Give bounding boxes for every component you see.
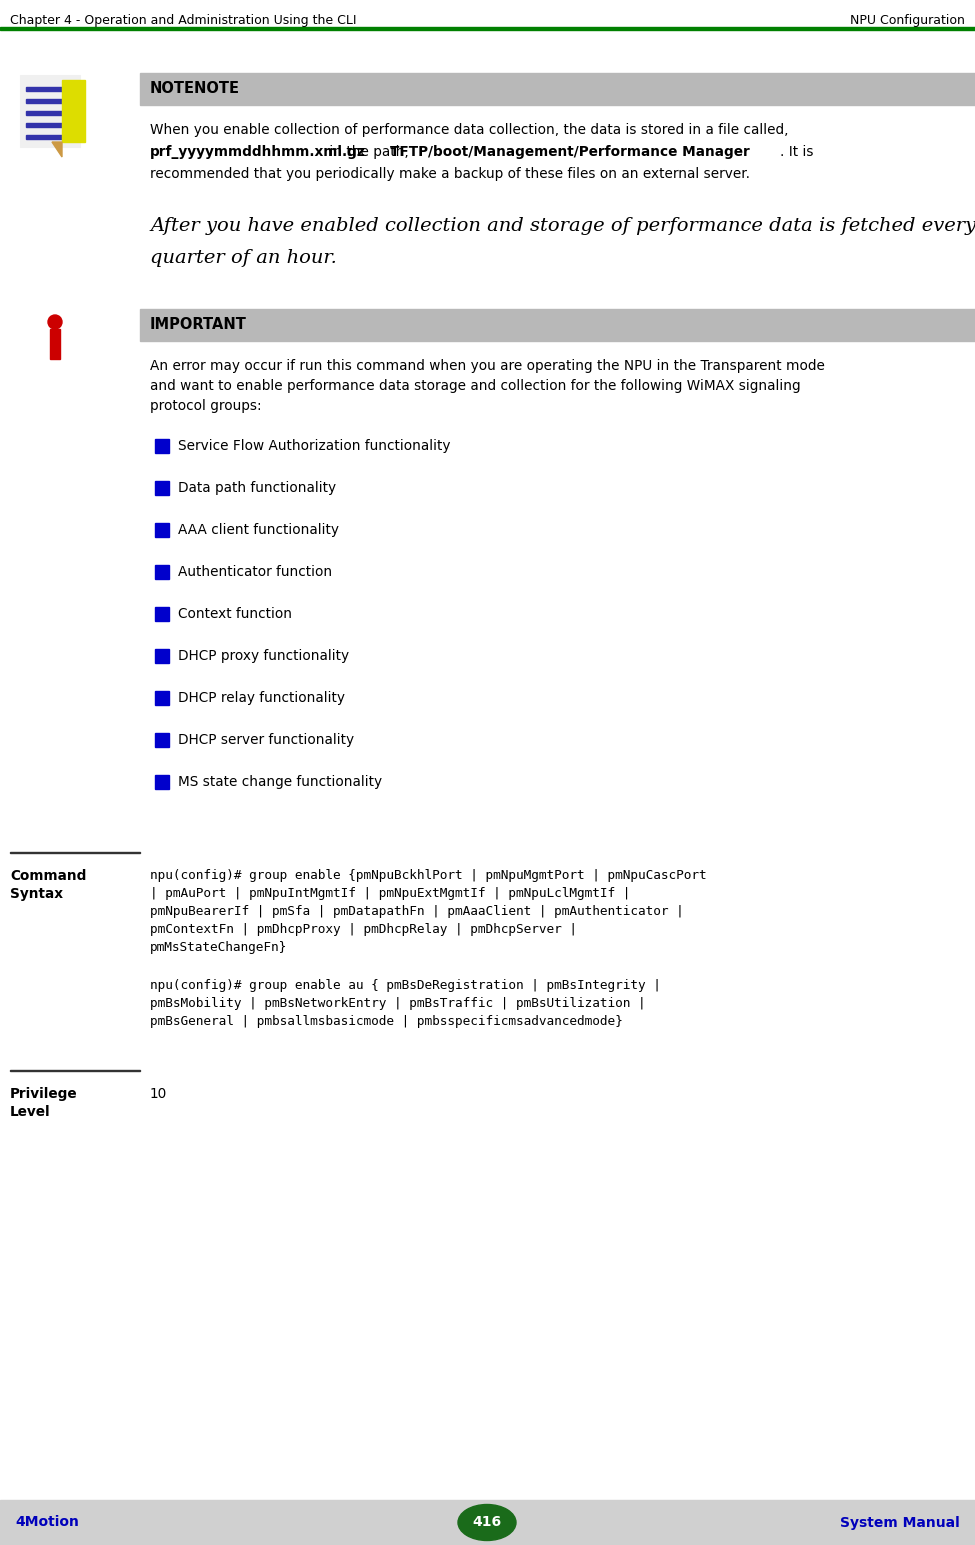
Bar	[155, 776, 169, 789]
Bar	[50, 329, 60, 358]
Bar	[140, 309, 975, 341]
Text: Chapter 4 - Operation and Administration Using the CLI: Chapter 4 - Operation and Administration…	[10, 14, 357, 26]
Text: DHCP server functionality: DHCP server functionality	[178, 732, 354, 746]
Text: Level: Level	[10, 1105, 51, 1119]
Text: pmContextFn | pmDhcpProxy | pmDhcpRelay | pmDhcpServer |: pmContextFn | pmDhcpProxy | pmDhcpRelay …	[150, 922, 577, 936]
Text: When you enable collection of performance data collection, the data is stored in: When you enable collection of performanc…	[150, 124, 789, 138]
Text: Service Flow Authorization functionality: Service Flow Authorization functionality	[178, 439, 450, 453]
Text: DHCP relay functionality: DHCP relay functionality	[178, 691, 345, 705]
Text: 4Motion: 4Motion	[15, 1516, 79, 1530]
Bar	[155, 480, 169, 494]
Text: Context function: Context function	[178, 607, 292, 621]
Polygon shape	[62, 80, 85, 142]
Bar	[26, 111, 64, 114]
Bar	[0, 26, 975, 29]
Text: protocol groups:: protocol groups:	[150, 399, 261, 413]
Bar	[26, 99, 64, 104]
Ellipse shape	[458, 1505, 516, 1540]
Bar	[26, 124, 64, 127]
Bar	[0, 1500, 975, 1545]
Text: System Manual: System Manual	[840, 1516, 960, 1530]
Text: An error may occur if run this command when you are operating the NPU in the Tra: An error may occur if run this command w…	[150, 358, 825, 372]
Bar	[155, 439, 169, 453]
Bar	[140, 73, 975, 105]
Text: NPU Configuration: NPU Configuration	[850, 14, 965, 26]
Text: Command: Command	[10, 868, 87, 884]
Text: | pmAuPort | pmNpuIntMgmtIf | pmNpuExtMgmtIf | pmNpuLclMgmtIf |: | pmAuPort | pmNpuIntMgmtIf | pmNpuExtMg…	[150, 887, 631, 901]
Text: recommended that you periodically make a backup of these files on an external se: recommended that you periodically make a…	[150, 167, 750, 181]
Text: Syntax: Syntax	[10, 887, 63, 901]
Text: NOTENOTE: NOTENOTE	[150, 80, 240, 96]
Text: in the path,: in the path,	[325, 145, 413, 159]
Bar	[155, 607, 169, 621]
Bar	[26, 134, 64, 139]
Ellipse shape	[48, 315, 62, 329]
Text: npu(config)# group enable {pmNpuBckhlPort | pmNpuMgmtPort | pmNpuCascPort: npu(config)# group enable {pmNpuBckhlPor…	[150, 868, 707, 882]
Bar	[155, 691, 169, 705]
Text: After you have enabled collection and storage of performance data is fetched eve: After you have enabled collection and st…	[150, 216, 975, 235]
Text: npu(config)# group enable au { pmBsDeRegistration | pmBsIntegrity |: npu(config)# group enable au { pmBsDeReg…	[150, 980, 661, 992]
Bar	[20, 76, 80, 147]
Text: 10: 10	[150, 1088, 168, 1102]
Text: AAA client functionality: AAA client functionality	[178, 524, 339, 538]
Text: pmMsStateChangeFn}: pmMsStateChangeFn}	[150, 941, 288, 953]
Text: . It is: . It is	[780, 145, 813, 159]
Text: TFTP/boot/Management/Performance Manager: TFTP/boot/Management/Performance Manager	[390, 145, 750, 159]
Bar	[155, 732, 169, 746]
Text: 416: 416	[473, 1516, 501, 1530]
Text: Privilege: Privilege	[10, 1088, 78, 1102]
Text: pmNpuBearerIf | pmSfa | pmDatapathFn | pmAaaClient | pmAuthenticator |: pmNpuBearerIf | pmSfa | pmDatapathFn | p…	[150, 905, 683, 918]
Text: Authenticator function: Authenticator function	[178, 565, 332, 579]
Text: DHCP proxy functionality: DHCP proxy functionality	[178, 649, 349, 663]
Bar	[155, 524, 169, 538]
Text: IMPORTANT: IMPORTANT	[150, 317, 247, 332]
Bar	[26, 87, 64, 91]
Text: and want to enable performance data storage and collection for the following WiM: and want to enable performance data stor…	[150, 379, 800, 392]
Text: Data path functionality: Data path functionality	[178, 480, 336, 494]
Text: prf_yyyymmddhhmm.xml.gz: prf_yyyymmddhhmm.xml.gz	[150, 145, 366, 159]
Bar	[155, 649, 169, 663]
Text: pmBsMobility | pmBsNetworkEntry | pmBsTraffic | pmBsUtilization |: pmBsMobility | pmBsNetworkEntry | pmBsTr…	[150, 997, 645, 1010]
Polygon shape	[52, 142, 62, 158]
Bar	[155, 565, 169, 579]
Text: pmBsGeneral | pmbsallmsbasicmode | pmbsspecificmsadvancedmode}: pmBsGeneral | pmbsallmsbasicmode | pmbss…	[150, 1015, 623, 1027]
Text: quarter of an hour.: quarter of an hour.	[150, 249, 337, 267]
Text: MS state change functionality: MS state change functionality	[178, 776, 382, 789]
